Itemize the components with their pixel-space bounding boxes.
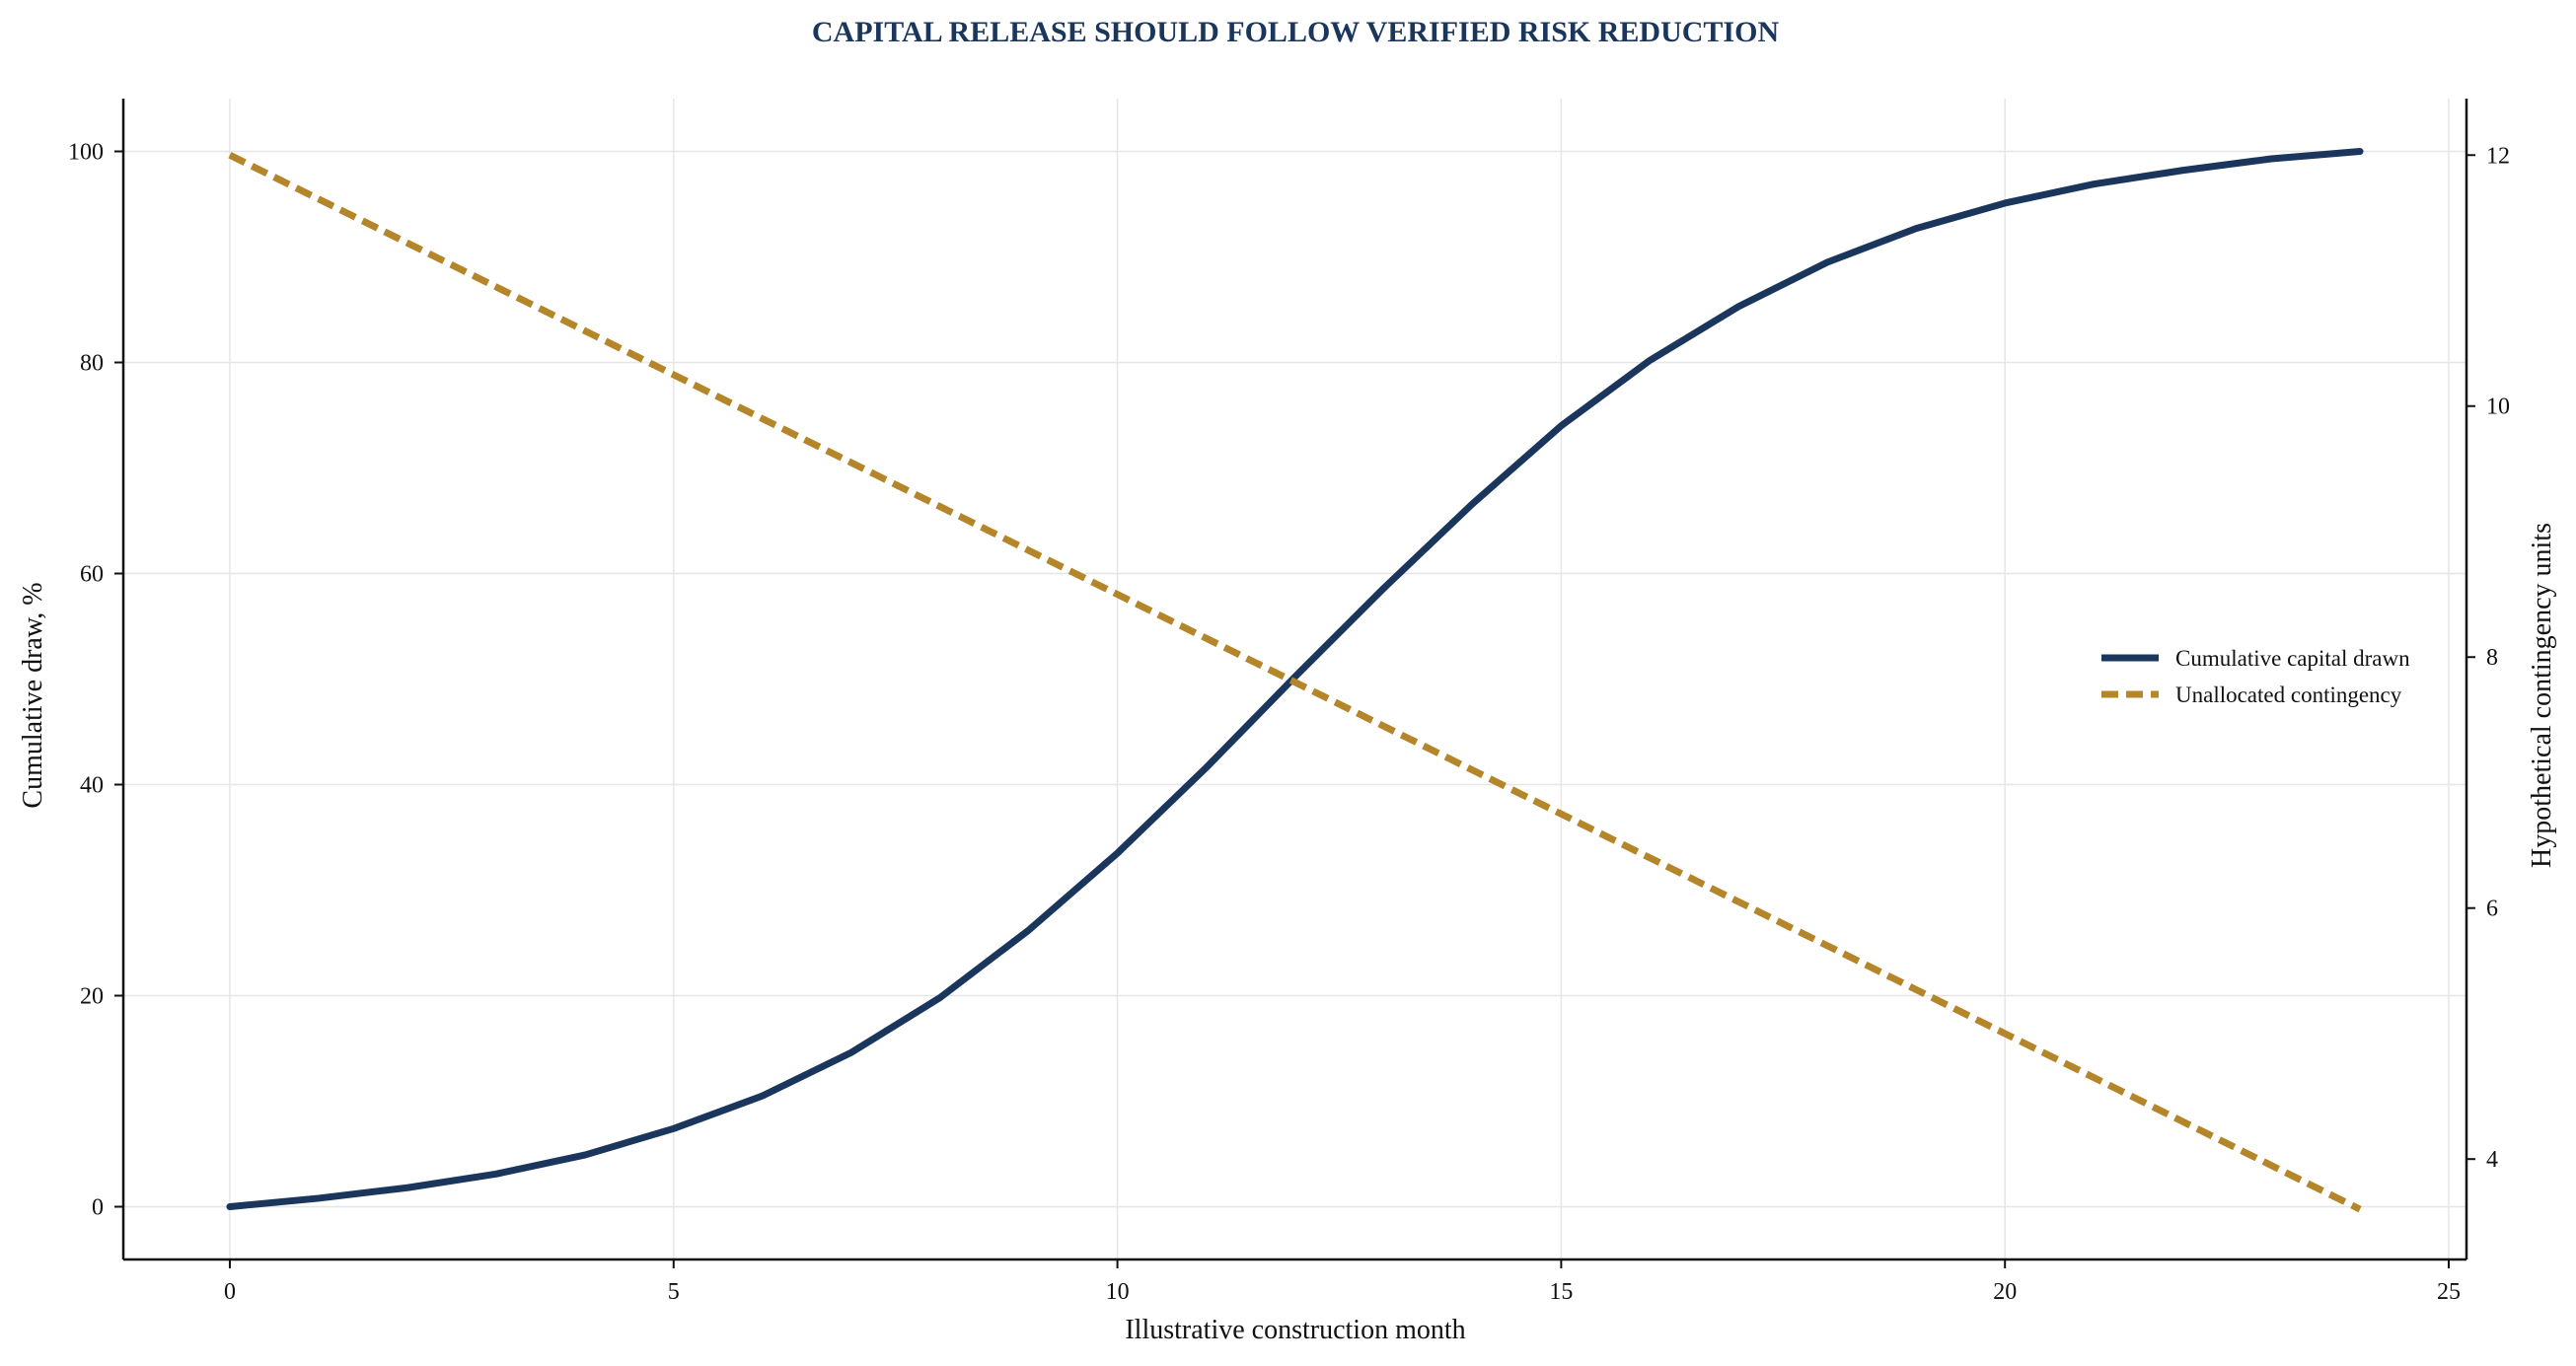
x-tick-label: 15 [1549, 1279, 1573, 1305]
legend-label-contingency: Unallocated contingency [2175, 683, 2402, 707]
x-tick-label: 5 [668, 1279, 680, 1305]
x-axis-label: Illustrative construction month [1125, 1315, 1465, 1345]
y-tick-label: 20 [80, 984, 104, 1010]
series-layer [226, 148, 2364, 1213]
legend: Cumulative capital drawn Unallocated con… [2101, 646, 2410, 707]
y2-tick-label: 6 [2486, 897, 2498, 922]
x-tick-label: 10 [1106, 1279, 1130, 1305]
x-tick-label: 25 [2437, 1279, 2461, 1305]
chart-title: CAPITAL RELEASE SHOULD FOLLOW VERIFIED R… [812, 16, 1780, 48]
contingency-line [228, 152, 2362, 1213]
y2-tick-label: 10 [2486, 395, 2510, 420]
y-tick-label: 40 [80, 773, 104, 799]
x-tick-label: 0 [224, 1279, 236, 1305]
y-tick-label: 80 [80, 351, 104, 377]
y2-tick-label: 4 [2486, 1147, 2498, 1173]
y-tick-label: 60 [80, 562, 104, 588]
capital-drawn-line [226, 148, 2364, 1210]
y-tick-label: 0 [92, 1195, 104, 1221]
y2-tick-label: 12 [2486, 143, 2510, 169]
y-axis-label: Cumulative draw, % [18, 582, 48, 808]
y2-axis-label: Hypothetical contingency units [2527, 523, 2557, 868]
grid-layer [123, 99, 2466, 1259]
y-tick-label: 100 [68, 140, 104, 166]
x-tick-label: 20 [1993, 1279, 2017, 1305]
legend-label-capital: Cumulative capital drawn [2175, 646, 2410, 671]
y2-tick-label: 8 [2486, 645, 2498, 671]
axes-layer: 0 5 10 15 20 25 0 20 40 60 80 100 4 6 8 10 12 [68, 99, 2510, 1305]
